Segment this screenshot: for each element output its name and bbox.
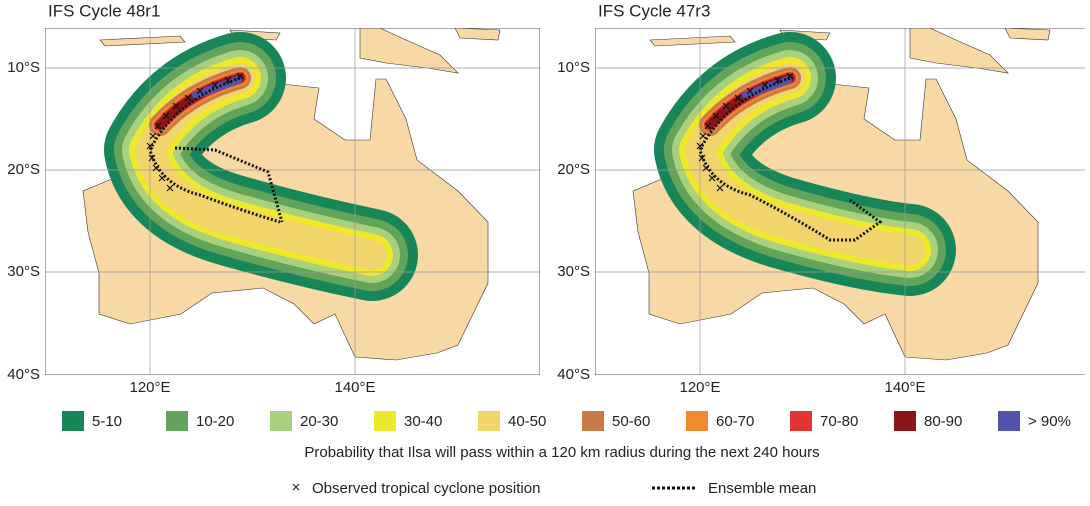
latitude-label: 40°S bbox=[557, 366, 590, 383]
legend-label: 80-90 bbox=[924, 413, 962, 430]
observed-position bbox=[149, 132, 157, 140]
island bbox=[1004, 28, 1051, 41]
latitude-label: 20°S bbox=[557, 161, 590, 178]
legend-swatch bbox=[998, 411, 1020, 431]
ensemble-mean bbox=[148, 76, 281, 224]
legend-label: 60-70 bbox=[716, 413, 754, 430]
observed-position bbox=[196, 87, 204, 95]
panel-title: IFS Cycle 48r1 bbox=[48, 1, 160, 20]
observed-position bbox=[211, 81, 219, 89]
observed-position bbox=[704, 122, 712, 130]
observed-position bbox=[786, 72, 794, 80]
key-label: Observed tropical cyclone position bbox=[312, 480, 540, 497]
observed-position bbox=[184, 94, 192, 102]
longitude-label: 140°E bbox=[334, 379, 375, 396]
latitude-label: 10°S bbox=[7, 59, 40, 76]
legend-swatch bbox=[270, 411, 292, 431]
observed-position bbox=[761, 81, 769, 89]
ensemble-mean bbox=[698, 76, 883, 242]
observed-position bbox=[696, 142, 704, 150]
map bbox=[45, 28, 540, 375]
legend-swatch bbox=[166, 411, 188, 431]
legend-label: 70-80 bbox=[820, 413, 858, 430]
map-content bbox=[45, 28, 540, 375]
legend-swatch bbox=[686, 411, 708, 431]
latitude-label: 10°S bbox=[557, 59, 590, 76]
legend-swatch bbox=[374, 411, 396, 431]
legend-label: 30-40 bbox=[404, 413, 442, 430]
latitude-label: 30°S bbox=[557, 263, 590, 280]
observed-position bbox=[146, 142, 154, 150]
island bbox=[99, 35, 186, 47]
legend-label: 10-20 bbox=[196, 413, 234, 430]
longitude-label: 120°E bbox=[129, 379, 170, 396]
legend-label: 50-60 bbox=[612, 413, 650, 430]
observed-position bbox=[152, 164, 160, 172]
observed-position bbox=[224, 76, 232, 84]
legend: 5-10 10-20 20-30 30-40 40-50 50-60 60-70 70-80 8… bbox=[62, 411, 1071, 431]
caption: Probability that Ilsa will pass within a… bbox=[304, 444, 819, 461]
observed-position bbox=[712, 112, 720, 120]
observed-position bbox=[172, 102, 180, 110]
observed-position bbox=[698, 154, 706, 162]
latitude-label: 20°S bbox=[7, 161, 40, 178]
latitude-label: 40°S bbox=[7, 366, 40, 383]
legend-label: > 90% bbox=[1028, 413, 1071, 430]
observed-position bbox=[716, 184, 724, 192]
key-label: Ensemble mean bbox=[708, 480, 816, 497]
observed-position bbox=[708, 174, 716, 182]
island bbox=[454, 28, 501, 41]
observed-position bbox=[699, 132, 707, 140]
observed-position bbox=[702, 164, 710, 172]
observed-position bbox=[154, 122, 162, 130]
legend-label: 5-10 bbox=[92, 413, 122, 430]
ensemble-mean bbox=[174, 146, 284, 223]
legend-swatch bbox=[478, 411, 500, 431]
observed-position bbox=[774, 76, 782, 84]
map-panel: IFS Cycle 47r3 10°S 20°S 30°S 40°S 120°E 140°E bbox=[557, 1, 925, 395]
latitude-label: 30°S bbox=[7, 263, 40, 280]
observed-position bbox=[236, 72, 244, 80]
observed-position bbox=[734, 94, 742, 102]
map-content bbox=[595, 28, 1085, 375]
legend-swatch bbox=[62, 411, 84, 431]
map-panel: IFS Cycle 48r1 10°S 20°S 30°S 40°S 120°E 140°E bbox=[7, 1, 375, 395]
legend-swatch bbox=[894, 411, 916, 431]
observed-position bbox=[746, 87, 754, 95]
observed-position bbox=[166, 184, 174, 192]
legend-swatch bbox=[790, 411, 812, 431]
legend-label: 20-30 bbox=[300, 413, 338, 430]
island bbox=[359, 28, 459, 74]
legend-label: 40-50 bbox=[508, 413, 546, 430]
observed-position bbox=[722, 102, 730, 110]
observed-position bbox=[162, 112, 170, 120]
longitude-label: 140°E bbox=[884, 379, 925, 396]
island bbox=[649, 35, 736, 47]
observed-position bbox=[148, 154, 156, 162]
longitude-label: 120°E bbox=[679, 379, 720, 396]
legend-swatch bbox=[582, 411, 604, 431]
island bbox=[909, 28, 1009, 74]
panel-title: IFS Cycle 47r3 bbox=[598, 1, 710, 20]
map bbox=[595, 28, 1085, 375]
observed-position bbox=[158, 174, 166, 182]
key-symbol: × bbox=[292, 479, 301, 496]
